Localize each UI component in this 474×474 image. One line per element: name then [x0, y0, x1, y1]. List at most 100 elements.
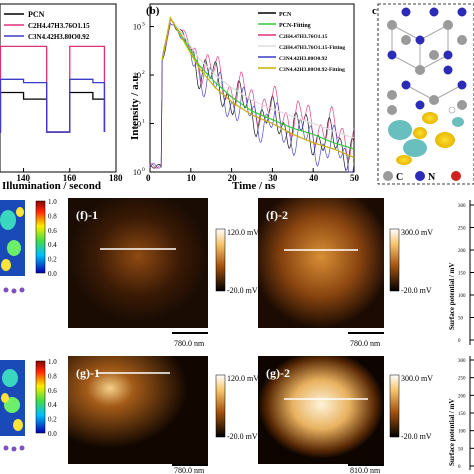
panel-b-xtick-label: 0 [146, 173, 151, 183]
panel-b-frame [149, 3, 355, 173]
side-axis-bottom-label: Surface potential / mV [448, 399, 456, 466]
panel-b-series [149, 16, 355, 173]
side-axis-tick-label: 250 [458, 377, 466, 382]
kpfm-g1-colorbar [215, 374, 226, 438]
orbital-lobes [388, 112, 464, 165]
b-legend-label-0: PCN [279, 12, 292, 18]
side-axis-tick-label: 150 [458, 412, 466, 417]
panel-b-xtick-label: 10 [187, 173, 197, 183]
carbon-atom [429, 95, 439, 105]
kpfm-g2-min: -20.0 mV [401, 432, 432, 441]
small-colorbar-tick: 0.4 [48, 401, 57, 409]
side-axis-tick-label: 50 [458, 317, 464, 322]
b-legend-label-3: C2H4.47H3.76O1.15-Fitting [279, 45, 345, 51]
small-colorbar-top-ticks: 1.0 0.8 0.6 0.4 0.2 0.0 [48, 198, 57, 278]
side-axis-tick-label: 300 [458, 204, 466, 209]
panel-b-xtick-label: 30 [268, 173, 278, 183]
side-axis-tick-label: 200 [458, 394, 466, 399]
small-colorbar-tick: 0.0 [48, 270, 57, 278]
kpfm-g2: (g)-2 810.0 nm 300.0 mV -20.0 mV [258, 356, 433, 474]
side-axis-tick-label: 150 [458, 272, 466, 277]
nitrogen-atom [401, 7, 411, 17]
crystal-legend: C N [383, 171, 461, 183]
small-colorbar-top [35, 200, 46, 274]
small-colorbar-tick: 0.8 [48, 372, 57, 380]
side-axis-tick-label: 0 [458, 339, 461, 344]
small-colorbar-bottom-ticks: 1.0 0.8 0.6 0.4 0.2 0.0 [48, 358, 57, 438]
panel-b-ytick-exponent: 1 [142, 119, 145, 125]
oxygen-atom-icon [451, 171, 461, 181]
panel-a-frame [0, 3, 117, 173]
kpfm-g1: (g)-1 780.0 nm 120.0 mV -20.0 mV [68, 356, 259, 474]
panel-b-ytick-label: 10 [133, 120, 141, 129]
b-legend-label-4: C3N4.42H3.80O0.92 [279, 56, 327, 62]
small-colorbar-tick: 1.0 [48, 198, 57, 206]
kpfm-f1-scale-text: 780.0 nm [174, 339, 205, 348]
panel-b-fit-1 [161, 16, 355, 139]
panel-b-ytick-label: 10 [133, 168, 141, 177]
legend-label-sample2: C3N4.42H3.80O0.92 [28, 33, 90, 41]
kpfm-f2-image [258, 198, 384, 328]
small-colorbar-tick: 0.6 [48, 227, 57, 235]
panel-b-xtick-label: 20 [228, 173, 238, 183]
nitrogen-atom [443, 50, 453, 60]
panel-a-x-ticks: 100120140160180 [17, 168, 123, 183]
panel-c: c C N [372, 3, 474, 185]
side-axis-top-ticks: 300 250 200 150 100 50 0 [458, 204, 474, 344]
side-axis-top: 300 250 200 150 100 50 0 Surface potential / m… [448, 200, 474, 345]
panel-b-ytick-exponent: 3 [142, 22, 145, 28]
kpfm-f2-scale-text: 780.0 nm [350, 339, 381, 348]
kpfm-g2-label: (g)-2 [266, 366, 290, 380]
panel-b-series-0 [149, 16, 355, 171]
panel-a-series-1 [0, 45, 106, 133]
panel-b-ytick-exponent: 2 [142, 70, 145, 76]
kpfm-f2-label: (f)-2 [266, 208, 288, 222]
side-axis-tick-label: 50 [458, 447, 464, 452]
panel-b-ytick-label: 10 [133, 71, 141, 80]
kpfm-f2-min: -20.0 mV [401, 286, 432, 295]
kpfm-g1-image [68, 356, 208, 464]
kpfm-f1-colorbar [215, 228, 226, 292]
panel-b-x-ticks: 0 10 20 30 40 50 [146, 168, 360, 183]
carbon-legend-label: C [396, 172, 403, 183]
kpfm-g1-label: (g)-1 [76, 366, 100, 380]
kpfm-g1-min: -20.0 mV [227, 432, 258, 441]
small-colorbar-tick: 0.2 [48, 256, 57, 264]
panel-a-xtick-label: 140 [17, 173, 31, 183]
kpfm-g2-scale-text: 810.0 nm [350, 466, 381, 474]
legend-label-sample1: C2H4.47H3.76O1.15 [28, 22, 90, 30]
crystal-lattice [391, 24, 463, 101]
small-colorbar-tick: 0.2 [48, 416, 57, 424]
side-axis-tick-label: 250 [458, 227, 466, 232]
kpfm-g2-image [258, 356, 384, 464]
small-colorbar-tick: 0.4 [48, 241, 57, 249]
nitrogen-atom [401, 80, 411, 90]
carbon-atom [415, 65, 425, 75]
side-axis-bottom: 300 250 200 150 100 50 0 Surface potential / m… [448, 356, 474, 470]
kpfm-f2: (f)-2 780.0 nm 300.0 mV -20.0 mV [258, 198, 433, 348]
nitrogen-atom [457, 7, 467, 17]
side-axis-tick-label: 200 [458, 249, 466, 254]
kpfm-g1-scale-text: 780.0 nm [174, 466, 205, 474]
panel-a-xtick-label: 160 [63, 173, 77, 183]
carbon-atom [387, 90, 397, 100]
side-axis-bottom-ticks: 300 250 200 150 100 50 0 [458, 359, 474, 470]
carbon-atom [443, 20, 453, 30]
b-legend-label-5: C3N4.42H3.80O0.92-Fitting [279, 67, 345, 73]
carbon-atom [429, 50, 439, 60]
small-colorbar-bottom [35, 360, 46, 434]
small-colorbar-tick: 0.6 [48, 387, 57, 395]
panel-b-label: (b) [146, 5, 160, 17]
kpfm-g2-max: 300.0 mV [401, 374, 433, 383]
panel-b-fit-0 [161, 16, 355, 150]
kpfm-f2-colorbar [389, 228, 400, 292]
carbon-atom [401, 35, 411, 45]
panel-b-ylabel: Intensity / a.u. [129, 73, 141, 140]
nitrogen-atom [387, 50, 397, 60]
kpfm-f1-image [68, 198, 208, 328]
carbon-atom-icon [383, 171, 393, 181]
panel-c-label: c [372, 5, 377, 17]
nitrogen-atom [457, 80, 467, 90]
carbon-atom [387, 20, 397, 30]
